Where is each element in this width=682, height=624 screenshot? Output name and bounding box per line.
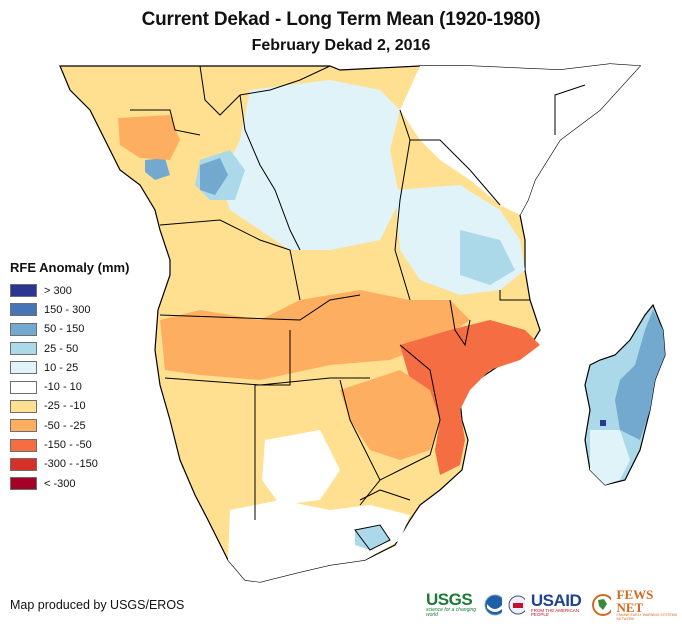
region-tanzania-wet2 — [460, 230, 515, 285]
legend-label: -10 - 10 — [44, 381, 82, 394]
legend-item: -150 - -50 — [10, 435, 129, 454]
region-zimbabwe-dry — [340, 370, 440, 460]
country-borders — [130, 65, 586, 551]
noaa-logo-icon — [484, 594, 503, 615]
region-south-africa-neutral — [228, 500, 410, 582]
usgs-tagline: science for a changing world — [426, 607, 477, 618]
fewsnet-logo-text: FEWS NET — [616, 587, 654, 615]
legend-rows: > 300 150 - 300 50 - 150 25 - 50 10 - 25 -10 … — [10, 281, 129, 493]
legend-item: -10 - 10 — [10, 377, 129, 396]
legend-item: > 300 — [10, 281, 129, 300]
legend-label: -25 - -10 — [44, 400, 86, 413]
legend-label: < -300 — [44, 477, 76, 490]
usaid-logo-text: USAID — [530, 590, 582, 610]
legend-swatch — [10, 342, 37, 356]
legend-title: RFE Anomaly (mm) — [10, 260, 130, 275]
legend-label: 25 - 50 — [44, 342, 79, 355]
fewsnet-logo: FEWS NET FAMINE EARLY WARNING SYSTEMS NE… — [617, 588, 682, 621]
region-lesotho-wet — [355, 525, 390, 550]
legend-swatch — [10, 361, 37, 375]
legend-swatch — [10, 303, 37, 317]
legend-swatch — [10, 380, 37, 394]
legend-swatch — [10, 438, 37, 452]
legend-item: 50 - 150 — [10, 320, 129, 339]
anomaly-map — [59, 63, 666, 583]
legend-item: 25 - 50 — [10, 339, 129, 358]
fewsnet-tagline: FAMINE EARLY WARNING SYSTEMS NETWORK — [616, 613, 678, 621]
legend-swatch — [10, 284, 37, 298]
fewsnet-globe-icon — [592, 593, 611, 616]
madagascar-wet-east — [615, 310, 665, 440]
region-mozambique-dry — [400, 320, 540, 475]
partner-logos: USGS science for a changing world USAID … — [426, 588, 682, 621]
credit-text: Map produced by USGS/EROS — [10, 598, 185, 612]
region-angola-dry — [160, 290, 470, 380]
legend-label: 10 - 25 — [44, 361, 79, 374]
madagascar-wet-south — [590, 430, 630, 485]
legend-label: -150 - -50 — [44, 439, 92, 452]
legend-item: -25 - -10 — [10, 397, 129, 416]
region-namibia-neutral — [262, 430, 340, 505]
legend-swatch — [10, 419, 37, 433]
legend-swatch — [10, 477, 37, 491]
region-horn-neutral — [400, 64, 640, 215]
legend-item: 150 - 300 — [10, 300, 129, 319]
usgs-logo: USGS science for a changing world — [426, 591, 478, 618]
legend-swatch — [10, 322, 37, 336]
usaid-tagline: FROM THE AMERICAN PEOPLE — [530, 607, 579, 617]
map-subtitle: February Dekad 2, 2016 — [251, 37, 431, 54]
legend-item: -300 - -150 — [10, 455, 129, 474]
region-cameroon-blue — [145, 158, 170, 180]
legend-item: 10 - 25 — [10, 358, 129, 377]
region-congo-blue — [200, 158, 228, 195]
map-title: Current Dekad - Long Term Mean (1920-198… — [141, 9, 541, 30]
legend-swatch — [10, 399, 37, 413]
usaid-seal-icon — [508, 595, 525, 614]
legend-label: > 300 — [44, 284, 72, 297]
legend-label: 150 - 300 — [44, 303, 91, 316]
legend-swatch — [10, 457, 37, 471]
legend-item: < -300 — [10, 474, 129, 493]
legend-label: -50 - -25 — [44, 419, 86, 432]
region-drc-wet — [220, 80, 400, 250]
legend-item: -50 - -25 — [10, 416, 129, 435]
usaid-logo: USAID FROM THE AMERICAN PEOPLE — [531, 592, 587, 618]
legend: RFE Anomaly (mm) > 300 150 - 300 50 - 150 2… — [10, 260, 129, 493]
legend-label: -300 - -150 — [44, 458, 98, 471]
usgs-logo-text: USGS — [426, 590, 473, 609]
region-gabon-dry — [118, 115, 180, 160]
legend-label: 50 - 150 — [44, 323, 85, 336]
madagascar-peak-spot — [600, 420, 606, 426]
